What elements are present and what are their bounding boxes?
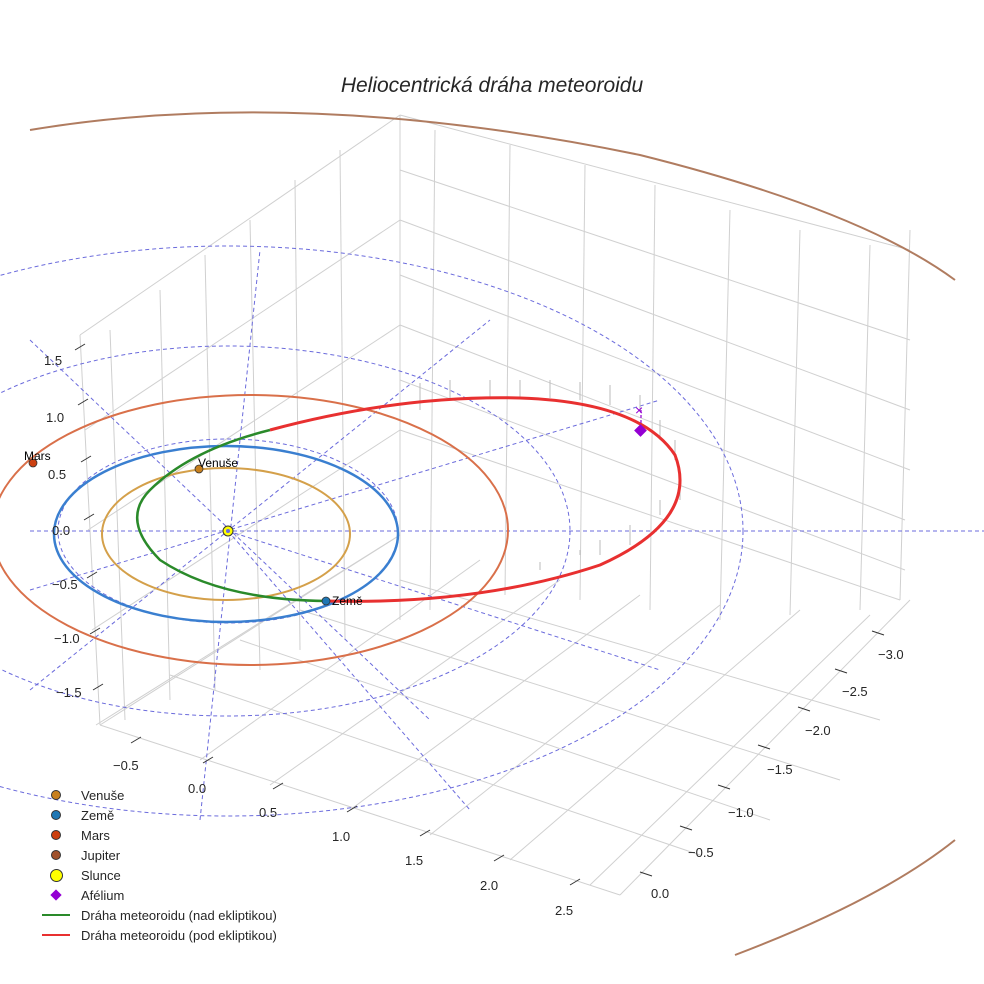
earth-label: Země xyxy=(332,594,363,608)
legend-item-venus[interactable]: Venuše xyxy=(36,785,277,805)
y-tick: −0.5 xyxy=(688,845,714,860)
z-tick: 0.0 xyxy=(52,523,71,538)
y-tick: −1.0 xyxy=(728,805,754,820)
y-tick: 0.0 xyxy=(651,886,670,901)
x-tick: 1.5 xyxy=(405,853,424,868)
z-tick: 1.5 xyxy=(44,353,63,368)
legend-label: Venuše xyxy=(81,787,125,803)
legend-item-mars[interactable]: Mars xyxy=(36,825,277,845)
z-tick: −1.5 xyxy=(56,685,82,700)
mars-label: Mars xyxy=(24,449,51,463)
x-tick: 2.0 xyxy=(480,878,499,893)
earth-orbit xyxy=(52,444,400,624)
meteoroid-orbit-below xyxy=(269,396,682,603)
y-tick: −3.0 xyxy=(878,647,904,662)
mars-orbit xyxy=(0,394,509,666)
legend-label: Jupiter xyxy=(81,847,121,863)
x-tick: 2.5 xyxy=(555,903,574,918)
z-tick: 1.0 xyxy=(46,410,65,425)
legend-label: Slunce xyxy=(81,867,121,883)
legend-label: Dráha meteoroidu (nad ekliptikou) xyxy=(81,907,277,923)
ecliptic-polar-grid xyxy=(0,245,984,821)
x-tick: 0.0 xyxy=(188,781,207,796)
pane-grid xyxy=(79,114,911,896)
jupiter-orbit-lower xyxy=(734,839,956,956)
red-line-icon xyxy=(42,934,70,936)
legend-item-orbit-above[interactable]: Dráha meteoroidu (nad ekliptikou) xyxy=(36,905,277,925)
legend: Venuše Země Mars Jupiter Slunce Afélium … xyxy=(36,785,277,945)
x-tick: 0.5 xyxy=(259,805,278,820)
jupiter-dot-icon xyxy=(51,850,61,860)
venus-marker xyxy=(194,464,204,474)
y-tick: −2.5 xyxy=(842,684,868,699)
x-tick: 1.0 xyxy=(332,829,351,844)
legend-label: Dráha meteoroidu (pod ekliptikou) xyxy=(81,927,277,943)
z-tick: −1.0 xyxy=(54,631,80,646)
legend-label: Země xyxy=(81,807,115,823)
earth-dot-icon xyxy=(51,810,61,820)
meteoroid-orbit-above xyxy=(135,428,327,603)
legend-item-sun[interactable]: Slunce xyxy=(36,865,277,885)
sun-dot-icon xyxy=(49,868,63,882)
aphelion-projection-icon: × xyxy=(635,402,643,418)
mars-dot-icon xyxy=(51,830,61,840)
legend-item-earth[interactable]: Země xyxy=(36,805,277,825)
z-tick: 0.5 xyxy=(48,467,67,482)
legend-item-jupiter[interactable]: Jupiter xyxy=(36,845,277,865)
legend-item-aphelion[interactable]: Afélium xyxy=(36,885,277,905)
earth-marker xyxy=(321,596,331,606)
mars-marker xyxy=(28,458,38,468)
chart-title: Heliocentrická dráha meteoroidu xyxy=(340,74,644,97)
venus-dot-icon xyxy=(51,790,61,800)
green-line-icon xyxy=(42,914,70,916)
y-tick: −1.5 xyxy=(767,762,793,777)
venus-orbit xyxy=(101,467,351,601)
legend-item-orbit-below[interactable]: Dráha meteoroidu (pod ekliptikou) xyxy=(36,925,277,945)
z-tick: −0.5 xyxy=(52,577,78,592)
legend-label: Afélium xyxy=(81,887,125,903)
venus-label: Venuše xyxy=(198,456,239,470)
x-tick: −0.5 xyxy=(113,758,139,773)
diamond-icon xyxy=(50,889,62,901)
jupiter-orbit xyxy=(29,111,956,281)
y-tick: −2.0 xyxy=(805,723,831,738)
legend-label: Mars xyxy=(81,827,110,843)
